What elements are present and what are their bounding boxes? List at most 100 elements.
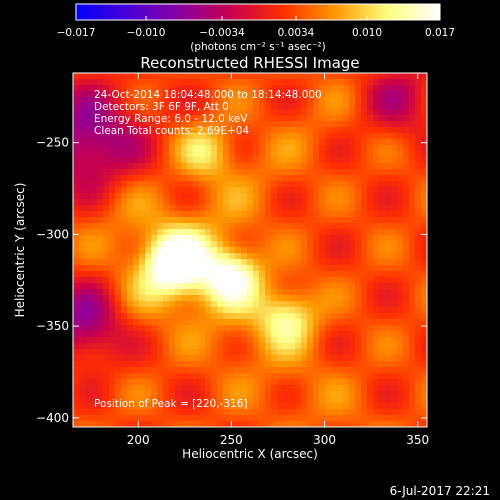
heatmap-cell bbox=[205, 211, 212, 218]
heatmap-cell bbox=[139, 385, 146, 392]
heatmap-cell bbox=[211, 343, 218, 350]
heatmap-cell bbox=[373, 331, 380, 338]
heatmap-cell bbox=[163, 97, 170, 104]
heatmap-cell bbox=[343, 223, 350, 230]
heatmap-cell bbox=[307, 295, 314, 302]
heatmap-cell bbox=[283, 211, 290, 218]
heatmap-cell bbox=[139, 403, 146, 410]
heatmap-cell bbox=[379, 97, 386, 104]
heatmap-cell bbox=[235, 415, 242, 422]
heatmap-cell bbox=[169, 91, 176, 98]
heatmap-cell bbox=[313, 265, 320, 272]
heatmap-cell bbox=[379, 385, 386, 392]
heatmap-cell bbox=[253, 127, 260, 134]
heatmap-cell bbox=[97, 325, 104, 332]
heatmap-cell bbox=[145, 325, 152, 332]
heatmap-cell bbox=[385, 301, 392, 308]
heatmap-cell bbox=[205, 277, 212, 284]
heatmap-cell bbox=[421, 97, 427, 104]
heatmap-cell bbox=[289, 127, 296, 134]
heatmap-cell bbox=[91, 379, 98, 386]
heatmap-cell bbox=[301, 241, 308, 248]
heatmap-cell bbox=[151, 301, 158, 308]
heatmap-cell bbox=[181, 385, 188, 392]
heatmap-cell bbox=[175, 193, 182, 200]
heatmap-cell bbox=[187, 193, 194, 200]
heatmap-cell bbox=[397, 283, 404, 290]
heatmap-cell bbox=[355, 151, 362, 158]
heatmap-cell bbox=[295, 403, 302, 410]
heatmap-cell bbox=[151, 73, 158, 80]
heatmap-cell bbox=[109, 181, 116, 188]
heatmap-cell bbox=[385, 355, 392, 362]
heatmap-cell bbox=[151, 175, 158, 182]
heatmap-cell bbox=[301, 253, 308, 260]
heatmap-cell bbox=[133, 271, 140, 278]
heatmap-cell bbox=[175, 295, 182, 302]
heatmap-cell bbox=[91, 109, 98, 116]
heatmap-cell bbox=[307, 73, 314, 80]
heatmap-cell bbox=[151, 169, 158, 176]
heatmap-cell bbox=[151, 127, 158, 134]
heatmap-cell bbox=[145, 193, 152, 200]
heatmap-cell bbox=[391, 133, 398, 140]
heatmap-cell bbox=[283, 133, 290, 140]
heatmap-cell bbox=[169, 127, 176, 134]
heatmap-cell bbox=[133, 355, 140, 362]
heatmap-cell bbox=[97, 295, 104, 302]
heatmap-cell bbox=[409, 373, 416, 380]
heatmap-cell bbox=[193, 355, 200, 362]
heatmap-cell bbox=[283, 229, 290, 236]
heatmap-cell bbox=[91, 187, 98, 194]
heatmap-cell bbox=[283, 109, 290, 116]
heatmap-cell bbox=[349, 403, 356, 410]
heatmap-cell bbox=[73, 265, 80, 272]
heatmap-cell bbox=[397, 277, 404, 284]
heatmap-cell bbox=[319, 175, 326, 182]
heatmap-cell bbox=[235, 403, 242, 410]
heatmap-cell bbox=[247, 103, 254, 110]
heatmap-cell bbox=[337, 151, 344, 158]
heatmap-cell bbox=[91, 421, 98, 427]
heatmap-cell bbox=[397, 301, 404, 308]
heatmap-cell bbox=[211, 133, 218, 140]
heatmap-cell bbox=[181, 415, 188, 422]
heatmap-cell bbox=[277, 361, 284, 368]
heatmap-cell bbox=[379, 325, 386, 332]
heatmap-cell bbox=[421, 241, 427, 248]
heatmap-cell bbox=[403, 313, 410, 320]
heatmap-cell bbox=[211, 79, 218, 86]
heatmap-cell bbox=[235, 421, 242, 427]
heatmap-cell bbox=[139, 133, 146, 140]
heatmap-cell bbox=[199, 211, 206, 218]
heatmap-cell bbox=[403, 361, 410, 368]
heatmap-cell bbox=[217, 241, 224, 248]
heatmap-cell bbox=[151, 145, 158, 152]
heatmap-cell bbox=[133, 127, 140, 134]
y-axis-title: Heliocentric Y (arcsec) bbox=[13, 183, 27, 318]
heatmap-cell bbox=[373, 325, 380, 332]
heatmap-cell bbox=[373, 289, 380, 296]
heatmap-cell bbox=[121, 331, 128, 338]
heatmap-cell bbox=[265, 295, 272, 302]
heatmap-cell bbox=[145, 415, 152, 422]
heatmap-cell bbox=[319, 235, 326, 242]
heatmap-cell bbox=[367, 133, 374, 140]
heatmap-cell bbox=[313, 283, 320, 290]
heatmap-cell bbox=[91, 223, 98, 230]
heatmap-cell bbox=[91, 355, 98, 362]
heatmap-cell bbox=[223, 391, 230, 398]
heatmap-cell bbox=[319, 181, 326, 188]
heatmap-cell bbox=[349, 367, 356, 374]
heatmap-cell bbox=[121, 271, 128, 278]
heatmap-cell bbox=[373, 127, 380, 134]
heatmap-cell bbox=[91, 337, 98, 344]
heatmap-cell bbox=[235, 217, 242, 224]
heatmap-cell bbox=[247, 139, 254, 146]
heatmap-cell bbox=[103, 277, 110, 284]
heatmap-cell bbox=[349, 223, 356, 230]
heatmap-cell bbox=[73, 361, 80, 368]
heatmap-cell bbox=[163, 325, 170, 332]
heatmap-cell bbox=[349, 85, 356, 92]
